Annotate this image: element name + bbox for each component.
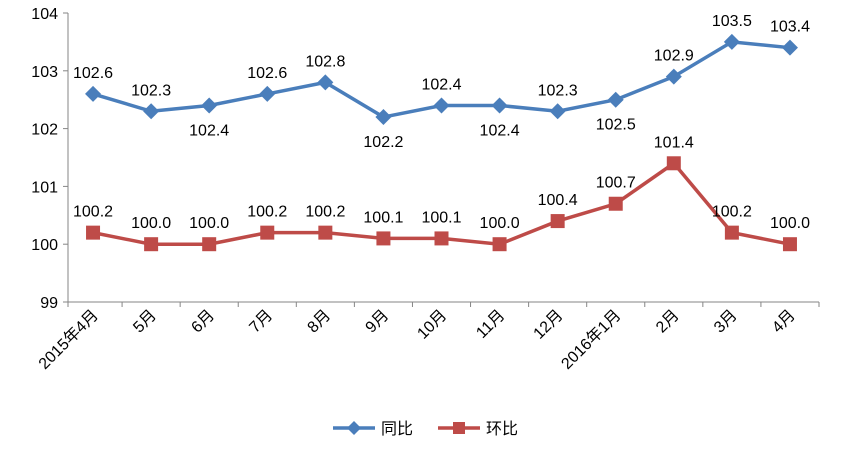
data-point bbox=[724, 225, 739, 240]
y-tick-label: 104 bbox=[31, 6, 58, 23]
data-point bbox=[550, 214, 565, 229]
data-label: 100.2 bbox=[247, 204, 287, 221]
y-tick-label: 103 bbox=[31, 64, 58, 81]
y-tick-label: 100 bbox=[31, 237, 58, 254]
data-label: 100.0 bbox=[131, 215, 171, 232]
data-point bbox=[317, 74, 334, 91]
data-label: 100.7 bbox=[596, 175, 636, 192]
data-label: 100.0 bbox=[770, 215, 810, 232]
data-label: 102.4 bbox=[189, 122, 229, 139]
data-point bbox=[549, 103, 566, 120]
data-point bbox=[781, 39, 798, 56]
x-tick-label: 12月 bbox=[531, 307, 567, 343]
data-point bbox=[608, 196, 623, 211]
data-point bbox=[782, 237, 797, 252]
data-label: 102.6 bbox=[73, 65, 113, 82]
data-label: 102.6 bbox=[247, 65, 287, 82]
data-point bbox=[665, 68, 682, 85]
legend-label: 环比 bbox=[486, 420, 518, 438]
data-label: 100.0 bbox=[189, 215, 229, 232]
x-tick-label: 2015年4月 bbox=[35, 306, 102, 373]
legend-label: 同比 bbox=[381, 420, 413, 438]
data-point bbox=[260, 225, 275, 240]
data-point bbox=[318, 225, 333, 240]
x-tick-label: 3月 bbox=[711, 307, 741, 337]
legend-marker bbox=[347, 421, 361, 435]
data-label: 100.1 bbox=[421, 209, 461, 226]
x-tick-label: 5月 bbox=[130, 307, 160, 337]
data-label: 102.4 bbox=[480, 122, 520, 139]
x-tick-label: 11月 bbox=[473, 307, 508, 342]
data-point bbox=[259, 85, 276, 102]
y-tick-label: 99 bbox=[40, 295, 58, 312]
legend-item-1: 环比 bbox=[438, 420, 518, 438]
x-tick-label: 2月 bbox=[653, 307, 683, 337]
data-label: 102.9 bbox=[654, 48, 694, 65]
x-tick-label: 10月 bbox=[414, 307, 450, 343]
data-point bbox=[201, 97, 218, 114]
data-point bbox=[144, 237, 159, 252]
data-point bbox=[433, 97, 450, 114]
data-label: 102.3 bbox=[538, 82, 578, 99]
data-point bbox=[143, 103, 160, 120]
y-tick-label: 102 bbox=[31, 122, 58, 139]
legend-marker bbox=[453, 422, 465, 434]
data-label: 102.5 bbox=[596, 117, 636, 134]
data-label: 102.2 bbox=[363, 134, 403, 151]
data-point bbox=[723, 33, 740, 50]
data-point bbox=[491, 97, 508, 114]
data-point bbox=[86, 225, 101, 240]
data-point bbox=[202, 237, 217, 252]
x-tick-label: 2016年1月 bbox=[558, 306, 625, 373]
data-label: 102.8 bbox=[305, 53, 345, 70]
data-label: 102.4 bbox=[421, 76, 461, 93]
data-label: 100.0 bbox=[480, 215, 520, 232]
x-tick-label: 8月 bbox=[305, 307, 335, 337]
data-label: 102.3 bbox=[131, 82, 171, 99]
data-point bbox=[666, 156, 681, 171]
data-point bbox=[607, 91, 624, 108]
data-point bbox=[492, 237, 507, 252]
data-label: 100.2 bbox=[712, 204, 752, 221]
data-point bbox=[376, 231, 391, 246]
data-point bbox=[434, 231, 449, 246]
data-label: 103.4 bbox=[770, 19, 810, 36]
x-tick-label: 4月 bbox=[769, 307, 799, 337]
data-point bbox=[85, 85, 102, 102]
legend-item-0: 同比 bbox=[333, 420, 413, 438]
x-tick-label: 7月 bbox=[246, 307, 276, 337]
data-label: 100.2 bbox=[305, 204, 345, 221]
data-label: 100.1 bbox=[363, 209, 403, 226]
data-point bbox=[375, 109, 392, 126]
data-label: 101.4 bbox=[654, 134, 694, 151]
data-label: 103.5 bbox=[712, 13, 752, 30]
x-tick-label: 6月 bbox=[188, 307, 218, 337]
x-tick-label: 9月 bbox=[363, 307, 393, 337]
y-tick-label: 101 bbox=[31, 179, 58, 196]
data-label: 100.4 bbox=[538, 192, 578, 209]
data-label: 100.2 bbox=[73, 204, 113, 221]
